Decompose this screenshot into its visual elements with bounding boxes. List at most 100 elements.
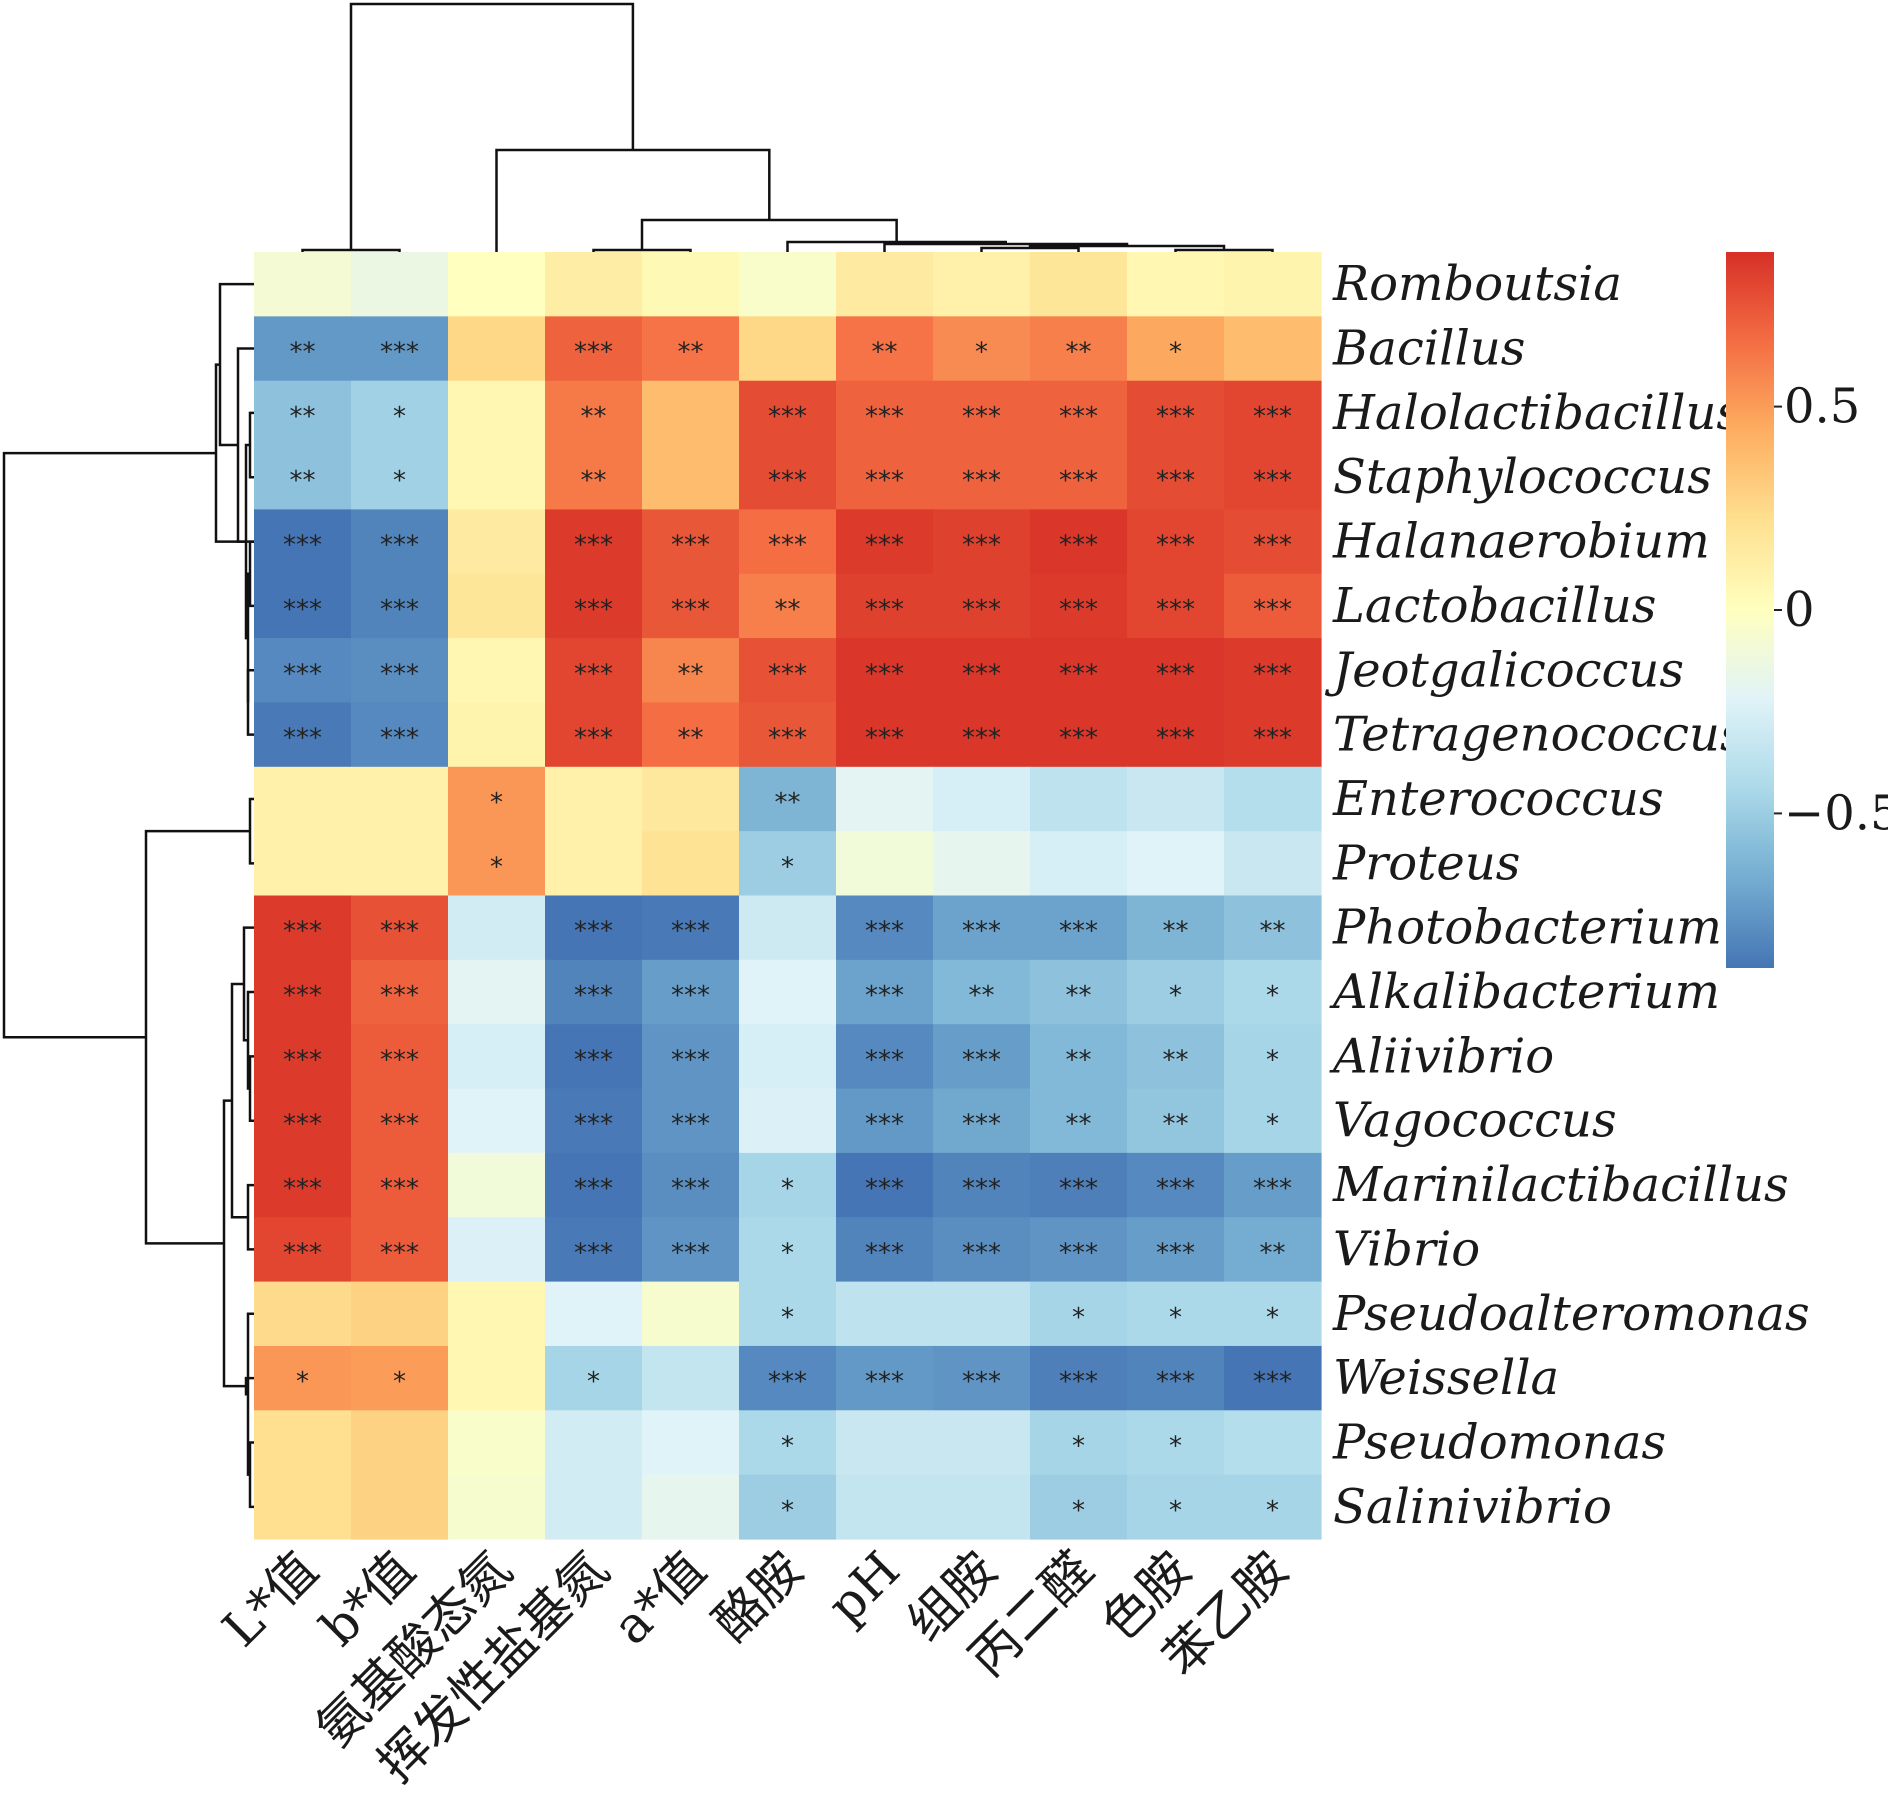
significance-mark: *** — [574, 595, 613, 625]
significance-mark: * — [1266, 1496, 1279, 1526]
heatmap-cell — [836, 1217, 934, 1283]
significance-mark: *** — [1059, 1367, 1098, 1397]
heatmap-cell — [1030, 1345, 1128, 1411]
significance-mark: *** — [1253, 659, 1292, 689]
heatmap-cell — [448, 1281, 546, 1347]
significance-mark: *** — [865, 659, 904, 689]
significance-mark: * — [1169, 981, 1182, 1011]
significance-mark: * — [393, 1367, 406, 1397]
column-label: a*值 — [602, 1540, 717, 1655]
heatmap-cell — [448, 638, 546, 704]
heatmap-cell — [1030, 1152, 1128, 1218]
dendrogram-branch — [230, 982, 248, 1219]
significance-mark: ** — [1066, 1110, 1092, 1140]
row-label-alkalibacterium: Alkalibacterium — [1329, 964, 1720, 1020]
heatmap-cell — [545, 702, 643, 768]
heatmap-cell — [1030, 1217, 1128, 1283]
heatmap-cell — [351, 1024, 449, 1090]
significance-mark: *** — [380, 981, 419, 1011]
heatmap-cell — [351, 638, 449, 704]
significance-mark: * — [1169, 1303, 1182, 1333]
significance-mark: * — [1266, 1110, 1279, 1140]
significance-mark: ** — [1066, 981, 1092, 1011]
significance-mark: *** — [962, 917, 1001, 947]
heatmap-cell — [545, 509, 643, 575]
heatmap-cell — [739, 1152, 837, 1218]
heatmap-cell — [739, 702, 837, 768]
significance-mark: * — [490, 788, 503, 818]
significance-mark: *** — [768, 659, 807, 689]
row-labels: Romboutsia Bacillus Halolactibacillus Staph… — [1324, 256, 1810, 1535]
significance-mark: * — [393, 466, 406, 496]
heatmap-cell — [933, 1088, 1031, 1154]
significance-mark: *** — [865, 531, 904, 561]
row-label-vagococcus: Vagococcus — [1333, 1093, 1617, 1149]
significance-mark: *** — [283, 981, 322, 1011]
heatmap-cell — [351, 445, 449, 510]
heatmap-cell — [1127, 1281, 1225, 1347]
significance-mark: *** — [1253, 402, 1292, 432]
heatmap-cell — [642, 316, 740, 382]
heatmap-cell — [933, 445, 1031, 510]
heatmap-cell — [351, 380, 449, 446]
significance-mark: *** — [574, 1045, 613, 1075]
dendrogram-branch — [244, 1376, 254, 1396]
heatmap-cell — [739, 1217, 837, 1283]
heatmap-cell — [351, 1152, 449, 1218]
heatmap-cell — [933, 252, 1031, 317]
significance-mark: *** — [865, 724, 904, 754]
heatmap-cell — [739, 252, 837, 317]
significance-mark: *** — [283, 724, 322, 754]
heatmap-cell — [933, 1217, 1031, 1283]
heatmap-cell — [836, 380, 934, 446]
heatmap-cell — [448, 702, 546, 768]
significance-mark: *** — [574, 531, 613, 561]
heatmap-cell — [1224, 1024, 1322, 1090]
significance-mark: *** — [283, 1110, 322, 1140]
heatmap-cell — [1030, 1474, 1128, 1540]
heatmap-cell — [1127, 1024, 1225, 1090]
significance-mark: *** — [962, 724, 1001, 754]
heatmap-cell — [933, 895, 1031, 961]
significance-mark: *** — [962, 1174, 1001, 1204]
heatmap-cell — [933, 573, 1031, 639]
heatmap-cell — [545, 1281, 643, 1347]
significance-mark: *** — [865, 1238, 904, 1268]
significance-mark: ** — [1163, 1110, 1189, 1140]
significance-mark: *** — [380, 595, 419, 625]
significance-mark: *** — [768, 724, 807, 754]
heatmap-cell — [545, 1152, 643, 1218]
heatmap-cell — [545, 1217, 643, 1283]
heatmap-cell — [933, 702, 1031, 768]
heatmap-cell — [836, 1024, 934, 1090]
significance-mark: *** — [283, 1174, 322, 1204]
dendrogram-branch — [2, 451, 216, 1039]
heatmap-cells — [254, 252, 1322, 1540]
heatmap-cell — [836, 573, 934, 639]
significance-mark: ** — [581, 466, 607, 496]
significance-mark: *** — [283, 595, 322, 625]
significance-mark: *** — [671, 917, 710, 947]
significance-mark: ** — [969, 981, 995, 1011]
heatmap-cell — [933, 1281, 1031, 1347]
significance-mark: *** — [671, 531, 710, 561]
significance-mark: ** — [1260, 917, 1286, 947]
row-label-enterococcus: Enterococcus — [1332, 771, 1664, 827]
heatmap-cell — [545, 1474, 643, 1540]
heatmap-cell — [254, 1410, 352, 1476]
heatmap-cell — [642, 1474, 740, 1540]
heatmap-cell — [1224, 316, 1322, 382]
significance-mark: *** — [380, 531, 419, 561]
dendrogram-branch — [1174, 248, 1274, 252]
heatmap-cell — [642, 445, 740, 510]
heatmap-cell — [642, 702, 740, 768]
heatmap-cell — [545, 573, 643, 639]
dendrogram-branch — [592, 248, 692, 252]
significance-mark: *** — [865, 1367, 904, 1397]
heatmap-cell — [351, 1410, 449, 1476]
heatmap-cell — [254, 380, 352, 446]
heatmap-cell — [1127, 573, 1225, 639]
heatmap-cell — [351, 702, 449, 768]
